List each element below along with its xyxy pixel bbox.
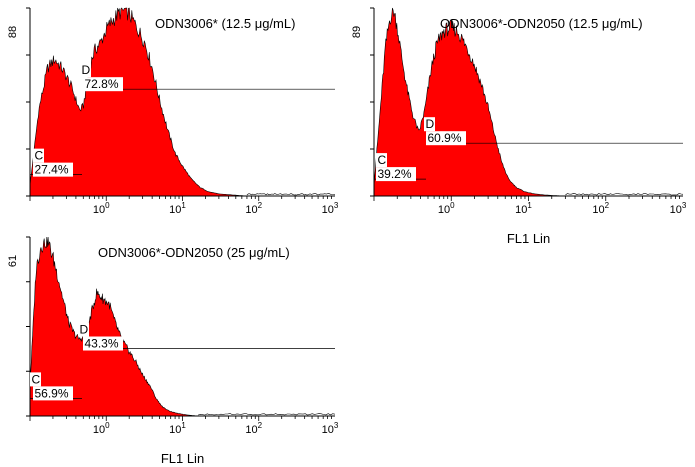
- x-axis-title: FL1 Lin: [507, 231, 550, 246]
- panel-title: ODN3006*-ODN2050 (12.5 μg/mL): [440, 16, 643, 31]
- histogram-baseline: [565, 193, 684, 196]
- gate-percent: 27.4%: [35, 163, 69, 177]
- gate-percent-bg: [33, 162, 73, 177]
- histogram-area: [373, 7, 566, 197]
- x-tick-label: 102: [592, 201, 609, 216]
- gate-percent: 43.3%: [85, 337, 119, 351]
- gate-letter-bg: [30, 372, 41, 387]
- histogram-panel-odn3006: 100 101 102 103 88 ODN3006* (12.5 μg/mL) C27.4…: [7, 7, 339, 216]
- gate-letter-bg: [424, 117, 435, 132]
- x-tick-label: 102: [245, 201, 262, 216]
- x-tick-label: 101: [169, 421, 186, 436]
- gate-percent-bg: [426, 131, 466, 146]
- x-tick-label: 100: [438, 201, 455, 216]
- x-tick-label: 103: [670, 201, 687, 216]
- gate-percent: 56.9%: [35, 386, 69, 400]
- histogram-area: [29, 7, 247, 197]
- x-tick-label: 101: [169, 201, 186, 216]
- gate-letter-bg: [376, 153, 387, 168]
- gate-letter: D: [82, 63, 91, 77]
- gate-letter-bg: [33, 148, 44, 163]
- x-tick-label: 103: [322, 421, 339, 436]
- gate-letter: C: [378, 153, 387, 167]
- y-max-label: 61: [7, 255, 19, 267]
- gate-letter: D: [426, 117, 435, 131]
- gate-percent-bg: [376, 167, 416, 182]
- gate-letter-bg: [78, 322, 89, 337]
- x-tick-label: 103: [322, 201, 339, 216]
- x-axis-title: FL1 Lin: [161, 451, 204, 466]
- histogram-area: [29, 236, 199, 417]
- gate-percent: 72.8%: [85, 77, 119, 91]
- x-tick-label: 100: [93, 201, 110, 216]
- histogram-baseline: [246, 193, 336, 196]
- gate-letter: C: [32, 372, 41, 386]
- gate-percent: 60.9%: [428, 131, 462, 145]
- histogram-panel-odn3006-odn2050-25: 100 101 102 103 61 ODN3006*-ODN2050 (25 μg/mL…: [7, 236, 339, 466]
- panel-title: ODN3006*-ODN2050 (25 μg/mL): [98, 245, 290, 260]
- y-max-label: 88: [7, 26, 19, 38]
- x-tick-label: 101: [515, 201, 532, 216]
- gate-letter: D: [80, 323, 89, 337]
- x-tick-label: 102: [245, 421, 262, 436]
- gate-percent: 39.2%: [378, 167, 412, 181]
- panel-title: ODN3006* (12.5 μg/mL): [155, 16, 295, 31]
- gate-percent-bg: [83, 336, 123, 351]
- gate-letter: C: [35, 149, 44, 163]
- y-max-label: 89: [351, 26, 363, 38]
- histogram-panel-odn3006-odn2050-12-5: 100 101 102 103 89 ODN3006*-ODN2050 (12.5 μg/…: [351, 7, 687, 246]
- gate-percent-bg: [33, 386, 73, 401]
- gate-percent-bg: [83, 77, 123, 92]
- x-tick-label: 100: [93, 421, 110, 436]
- gate-letter-bg: [80, 63, 91, 78]
- histogram-baseline: [198, 413, 336, 416]
